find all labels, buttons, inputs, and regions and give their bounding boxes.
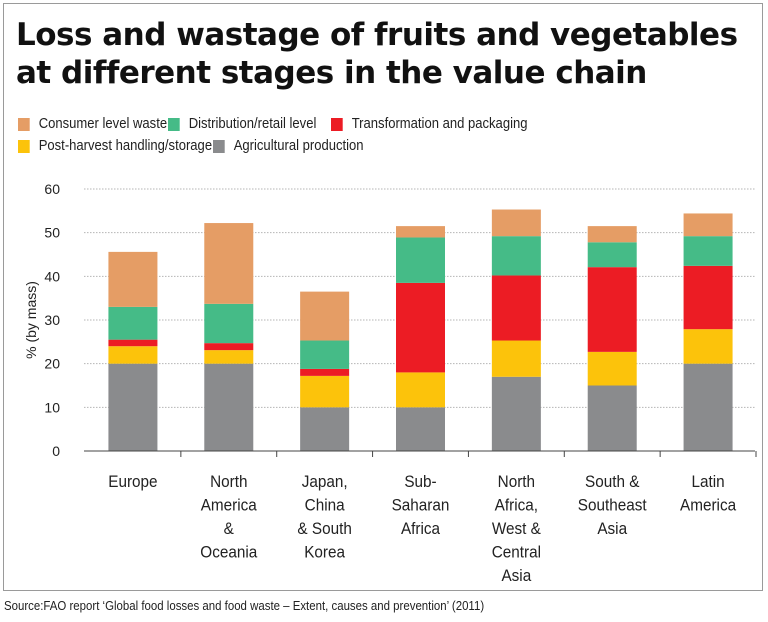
bar-segment-consumer-level-waste bbox=[300, 291, 350, 341]
y-tick-label: 10 bbox=[44, 399, 60, 415]
legend-agricultural-production: Agricultural production bbox=[213, 138, 364, 154]
bar-segment-distribution-retail-level bbox=[587, 242, 637, 268]
y-tick-label: 20 bbox=[44, 356, 60, 372]
source-note: Source:FAO report ‘Global food losses an… bbox=[4, 598, 485, 613]
bar-segment-consumer-level-waste bbox=[108, 251, 158, 307]
bar-segment-consumer-level-waste bbox=[204, 223, 254, 304]
y-tick-label: 0 bbox=[52, 443, 60, 459]
x-tick-label: Saharan bbox=[392, 496, 450, 515]
x-tick-label: West & bbox=[492, 519, 541, 538]
bar-segment-agricultural-production bbox=[587, 385, 637, 451]
bar-segment-post-harvest-handling-storage bbox=[683, 329, 733, 364]
x-tick-label: South & bbox=[585, 472, 640, 491]
legend-swatch bbox=[168, 117, 180, 131]
x-tick-label: Korea bbox=[304, 543, 345, 562]
legend-label: Post-harvest handling/storage bbox=[38, 138, 213, 154]
legend-label: Consumer level waste bbox=[38, 116, 168, 132]
bar-segment-distribution-retail-level bbox=[491, 236, 541, 276]
y-tick-label: 50 bbox=[44, 225, 60, 241]
bar-segment-consumer-level-waste bbox=[396, 226, 445, 238]
bar-segment-post-harvest-handling-storage bbox=[204, 350, 254, 364]
bar-segment-agricultural-production bbox=[683, 363, 733, 451]
legend-label: Agricultural production bbox=[233, 138, 364, 154]
bar-segment-agricultural-production bbox=[204, 363, 254, 451]
x-tick-label: Africa bbox=[401, 519, 440, 538]
legend-label: Distribution/retail level bbox=[188, 116, 317, 132]
bar-segment-post-harvest-handling-storage bbox=[587, 351, 637, 386]
bar-segment-consumer-level-waste bbox=[683, 213, 733, 237]
x-tick-label: Asia bbox=[597, 519, 627, 538]
bar-segment-distribution-retail-level bbox=[204, 303, 254, 344]
bar-segment-post-harvest-handling-storage bbox=[491, 340, 541, 377]
bar-segment-post-harvest-handling-storage bbox=[300, 375, 350, 408]
bar-segment-consumer-level-waste bbox=[587, 226, 637, 243]
legend-label: Transformation and packaging bbox=[351, 116, 528, 132]
y-tick-label: 60 bbox=[44, 181, 60, 197]
x-tick-label: Latin bbox=[691, 472, 724, 491]
x-tick-label: & bbox=[224, 519, 234, 538]
x-tick-label: North bbox=[210, 472, 247, 491]
bar-segment-consumer-level-waste bbox=[491, 209, 541, 237]
y-tick-label: 30 bbox=[44, 312, 60, 328]
x-tick-label: America bbox=[680, 496, 736, 515]
y-tick-label: 40 bbox=[44, 268, 60, 284]
legend-distribution-retail: Distribution/retail level bbox=[168, 116, 316, 132]
bar-segment-agricultural-production bbox=[300, 407, 350, 451]
bar-segment-agricultural-production bbox=[108, 363, 158, 451]
x-tick-label: Central bbox=[492, 543, 541, 562]
bar-segment-transformation-and-packaging bbox=[108, 339, 158, 347]
legend-transformation-packaging: Transformation and packaging bbox=[331, 116, 527, 132]
legend-swatch bbox=[18, 139, 30, 153]
legend-post-harvest: Post-harvest handling/storage bbox=[18, 138, 212, 154]
legend-consumer-level-waste: Consumer level waste bbox=[18, 116, 167, 132]
legend-swatch bbox=[331, 117, 343, 131]
bar-segment-transformation-and-packaging bbox=[300, 368, 350, 376]
x-tick-label: Japan, bbox=[302, 472, 348, 491]
bar-segment-distribution-retail-level bbox=[683, 236, 733, 266]
bar-segment-post-harvest-handling-storage bbox=[108, 346, 158, 364]
x-tick-label: North bbox=[498, 472, 535, 491]
x-tick-label: China bbox=[305, 496, 345, 515]
bar-segment-transformation-and-packaging bbox=[683, 265, 733, 330]
bar-segment-post-harvest-handling-storage bbox=[396, 372, 445, 408]
x-tick-label: Asia bbox=[501, 566, 531, 585]
y-axis-label: % (by mass) bbox=[23, 281, 39, 359]
x-tick-label: Southeast bbox=[578, 496, 647, 515]
bar-segment-transformation-and-packaging bbox=[491, 275, 541, 341]
x-tick-label: Sub- bbox=[404, 472, 436, 491]
bar-segment-agricultural-production bbox=[491, 376, 541, 451]
x-tick-label: Africa, bbox=[495, 496, 538, 515]
bar-segment-distribution-retail-level bbox=[108, 306, 158, 340]
x-tick-label: America bbox=[201, 496, 257, 515]
legend-swatch bbox=[213, 139, 225, 153]
bar-segment-transformation-and-packaging bbox=[587, 267, 637, 352]
bar-segment-agricultural-production bbox=[396, 407, 445, 451]
bar-segment-distribution-retail-level bbox=[300, 340, 350, 369]
chart-title: Loss and wastage of fruits and vegetable… bbox=[16, 17, 738, 91]
chart-frame bbox=[3, 3, 763, 591]
x-tick-label: & South bbox=[297, 519, 351, 538]
bar-segment-transformation-and-packaging bbox=[396, 282, 445, 373]
x-tick-label: Oceania bbox=[200, 543, 257, 562]
legend-swatch bbox=[18, 117, 30, 131]
bar-segment-distribution-retail-level bbox=[396, 237, 445, 283]
bar-segment-transformation-and-packaging bbox=[204, 343, 254, 351]
x-tick-label: Europe bbox=[108, 472, 157, 491]
